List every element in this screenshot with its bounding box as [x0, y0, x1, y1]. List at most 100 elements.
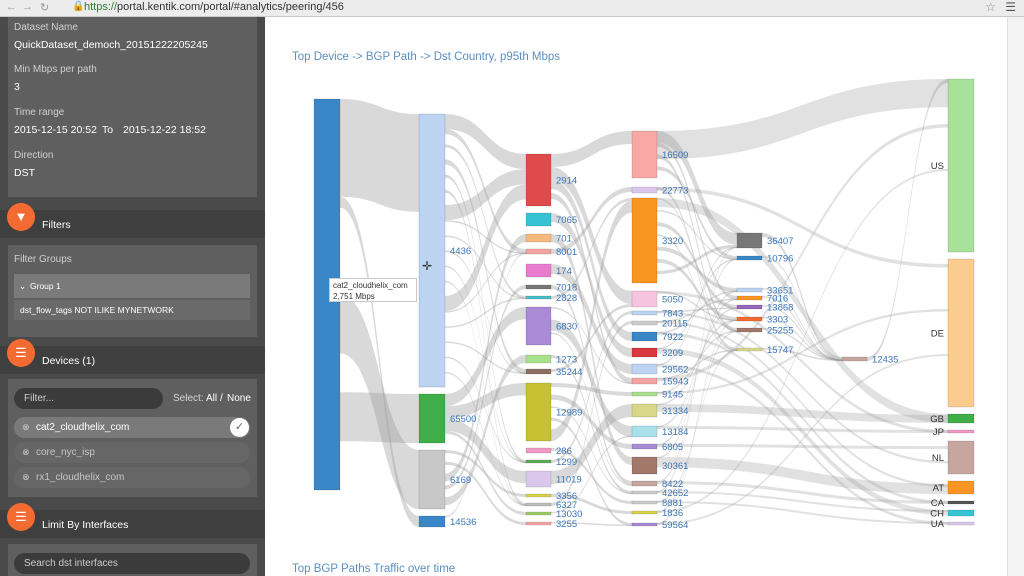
sankey-link[interactable] [657, 426, 948, 433]
sankey-link[interactable] [657, 222, 737, 309]
reload-icon[interactable]: ↻ [40, 2, 50, 14]
sankey-link[interactable] [657, 169, 948, 513]
sankey-link[interactable] [551, 304, 632, 372]
sankey-node-c6-DE[interactable] [947, 258, 975, 408]
sankey-link[interactable] [657, 166, 737, 260]
sankey-node-c4-25255[interactable] [736, 327, 763, 333]
sankey-link[interactable] [551, 234, 632, 465]
sankey-link[interactable] [657, 481, 948, 504]
sankey-node-c2-1273[interactable] [525, 354, 552, 364]
sankey-link[interactable] [445, 169, 526, 221]
sankey-link[interactable] [762, 328, 842, 361]
sankey-link[interactable] [551, 311, 632, 463]
device-item-cat2[interactable]: ⊗ cat2_cloudhelix_com ✓ [14, 417, 250, 438]
sankey-link[interactable] [657, 444, 948, 449]
sankey-link[interactable] [657, 142, 737, 300]
sankey-link[interactable] [551, 394, 632, 449]
sankey-node-c6-GB[interactable] [947, 413, 975, 424]
sankey-node-c3-16509[interactable] [631, 130, 658, 179]
sankey-link[interactable] [445, 114, 526, 170]
sankey-link[interactable] [657, 124, 948, 382]
sankey-link[interactable] [551, 131, 632, 167]
device-item-rx1[interactable]: ⊗ rx1_cloudhelix_com [14, 467, 250, 488]
sankey-node-c2-13030[interactable] [525, 511, 552, 516]
sankey-node-c2-35244[interactable] [525, 368, 552, 375]
sankey-link[interactable] [657, 349, 737, 503]
sankey-link[interactable] [657, 210, 737, 260]
sankey-node-c2-6830[interactable] [525, 306, 552, 346]
sankey-link[interactable] [762, 317, 842, 361]
sankey-node-c3-1836[interactable] [631, 510, 658, 515]
sankey-link[interactable] [551, 417, 632, 526]
sankey-link[interactable] [551, 213, 632, 357]
sankey-link[interactable] [340, 294, 419, 510]
sankey-link[interactable] [445, 250, 526, 375]
device-item-core-nyc[interactable]: ⊗ core_nyc_isp [14, 442, 250, 463]
sankey-node-c2-286[interactable] [525, 447, 552, 454]
sankey-node-c3-42652[interactable] [631, 490, 658, 495]
sankey-link[interactable] [657, 404, 948, 423]
page-scrollbar[interactable] [1007, 17, 1024, 576]
sankey-link[interactable] [551, 522, 632, 526]
sankey-link[interactable] [445, 189, 526, 507]
sankey-node-c6-CA[interactable] [947, 500, 975, 505]
sankey-link[interactable] [657, 332, 948, 504]
sankey-link[interactable] [551, 383, 632, 396]
sankey-link[interactable] [445, 265, 526, 463]
sankey-node-c3-8422[interactable] [631, 480, 658, 487]
browser-menu-icon[interactable]: ☰ [1005, 0, 1016, 14]
sankey-node-c3-20115[interactable] [631, 320, 658, 326]
sankey-node-c4-10796[interactable] [736, 255, 763, 261]
sankey-node-c1-6169[interactable] [418, 449, 446, 510]
sankey-node-c3-6805[interactable] [631, 443, 658, 450]
sankey-link[interactable] [445, 418, 526, 484]
sankey-link[interactable] [657, 298, 737, 323]
sankey-node-c6-CH[interactable] [947, 509, 975, 517]
sankey-node-c4-3303[interactable] [736, 316, 763, 322]
sankey-link[interactable] [657, 131, 737, 245]
sankey-node-c2-1299[interactable] [525, 459, 552, 464]
sankey-node-c4-7016[interactable] [736, 295, 763, 301]
sankey-link[interactable] [657, 321, 948, 488]
sankey-link[interactable] [551, 406, 632, 494]
sankey-link[interactable] [340, 196, 419, 527]
sankey-link[interactable] [445, 355, 526, 506]
sankey-link[interactable] [445, 184, 526, 312]
sankey-node-c3-9145[interactable] [631, 391, 658, 397]
bookmark-star-icon[interactable]: ☆ [985, 0, 996, 14]
sankey-node-c2-701[interactable] [525, 233, 552, 243]
sankey-node-c3-31334[interactable] [631, 403, 658, 418]
sankey-node-c6-US[interactable] [947, 78, 975, 253]
sankey-node-c3-5050[interactable] [631, 290, 658, 308]
sankey-link[interactable] [762, 296, 842, 361]
filters-section-header[interactable] [0, 210, 265, 238]
sankey-node-c2-174[interactable] [525, 263, 552, 278]
sankey-link[interactable] [657, 309, 948, 395]
limit-interfaces-header[interactable] [0, 510, 265, 538]
sankey-link[interactable] [657, 491, 948, 512]
sankey-link[interactable] [551, 264, 632, 374]
sankey-link[interactable] [657, 457, 948, 494]
address-bar[interactable]: https://portal.kentik.com/portal/#analyt… [84, 1, 344, 13]
sankey-link[interactable] [762, 256, 842, 361]
sankey-link[interactable] [445, 280, 526, 506]
sankey-link[interactable] [657, 501, 948, 524]
sankey-link[interactable] [657, 198, 737, 332]
sankey-link[interactable] [445, 235, 526, 299]
sankey-node-c6-NL[interactable] [947, 440, 975, 475]
sankey-link[interactable] [551, 319, 632, 437]
sankey-link[interactable] [657, 244, 737, 275]
filter-group-row[interactable]: ⌄ Group 1 [14, 274, 250, 298]
sankey-link[interactable] [445, 450, 526, 497]
sankey-link[interactable] [551, 435, 632, 514]
sankey-link[interactable] [657, 364, 948, 525]
device-filter-input[interactable]: Filter... [14, 388, 163, 409]
sankey-node-c2-11019[interactable] [525, 470, 552, 488]
sankey-node-c3-8881[interactable] [631, 500, 658, 505]
sankey-link[interactable] [657, 258, 737, 483]
sankey-link[interactable] [657, 234, 737, 351]
sankey-node-c3-13184[interactable] [631, 425, 658, 438]
sankey-node-c5-12435[interactable] [841, 356, 868, 362]
sankey-link[interactable] [657, 348, 948, 516]
sankey-node-c1-65500[interactable] [418, 393, 446, 444]
